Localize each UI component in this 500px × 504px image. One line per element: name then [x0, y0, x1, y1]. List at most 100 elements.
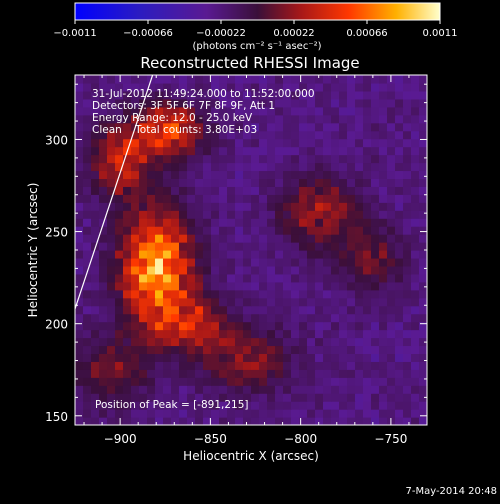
- heatmap-cell: [307, 194, 316, 203]
- heatmap-cell: [211, 170, 220, 179]
- heatmap-cell: [275, 106, 284, 116]
- heatmap-cell: [323, 385, 332, 394]
- heatmap-cell: [355, 265, 364, 275]
- heatmap-cell: [331, 226, 340, 235]
- heatmap-cell: [291, 361, 300, 370]
- heatmap-cell: [203, 234, 212, 243]
- heatmap-cell: [355, 234, 364, 243]
- heatmap-cell: [275, 250, 284, 259]
- heatmap-cell: [387, 202, 396, 211]
- heatmap-cell: [251, 329, 260, 339]
- heatmap-cell: [371, 82, 380, 92]
- heatmap-cell: [123, 289, 132, 299]
- heatmap-cell: [395, 98, 404, 108]
- heatmap-cell: [83, 337, 92, 347]
- heatmap-cell: [211, 154, 220, 164]
- heatmap-cell: [387, 98, 396, 108]
- heatmap-cell: [243, 82, 252, 92]
- heatmap-cell: [251, 170, 260, 179]
- heatmap-cell: [115, 353, 124, 362]
- heatmap-cell: [235, 377, 244, 386]
- heatmap-cell: [395, 218, 404, 227]
- heatmap-cell: [403, 361, 412, 370]
- annotation-block: 31-Jul-2012 11:49:24.000 to 11:52:00.000…: [92, 88, 315, 136]
- heatmap-cell: [307, 281, 316, 291]
- heatmap-cell: [315, 194, 324, 203]
- heatmap-cell: [91, 250, 100, 259]
- heatmap-cell: [131, 138, 140, 148]
- heatmap-cell: [195, 409, 204, 418]
- heatmap-cell: [275, 369, 284, 378]
- heatmap-cell: [291, 265, 300, 275]
- heatmap-cell: [171, 146, 180, 156]
- heatmap-cell: [339, 114, 348, 124]
- heatmap-cell: [395, 242, 404, 251]
- heatmap-cell: [315, 321, 324, 331]
- heatmap-cell: [403, 162, 412, 172]
- heatmap-cell: [163, 297, 172, 307]
- heatmap-cell: [243, 154, 252, 164]
- heatmap-cell: [323, 250, 332, 259]
- heatmap-cell: [91, 369, 100, 378]
- heatmap-cell: [251, 305, 260, 315]
- heatmap-cell: [411, 353, 420, 362]
- heatmap-cell: [299, 82, 308, 92]
- heatmap-cell: [419, 369, 427, 378]
- heatmap-cell: [291, 178, 300, 187]
- heatmap-cell: [83, 146, 92, 156]
- heatmap-cell: [283, 178, 292, 187]
- heatmap-cell: [299, 186, 308, 195]
- heatmap-cell: [387, 369, 396, 378]
- heatmap-cell: [139, 257, 148, 267]
- heatmap-cell: [75, 98, 84, 108]
- heatmap-cell: [211, 417, 220, 425]
- heatmap-cell: [331, 75, 340, 84]
- heatmap-cell: [91, 178, 100, 187]
- x-axis-ticks: [83, 75, 428, 425]
- heatmap-cell: [347, 75, 356, 84]
- heatmap-cell: [275, 361, 284, 370]
- heatmap-cell: [411, 234, 420, 243]
- heatmap-cell: [139, 329, 148, 339]
- heatmap-cell: [91, 106, 100, 116]
- heatmap-cell: [219, 98, 228, 108]
- heatmap-cell: [307, 242, 316, 251]
- heatmap-cell: [395, 281, 404, 291]
- heatmap-cell: [203, 257, 212, 267]
- heatmap-cell: [363, 186, 372, 195]
- heatmap-cell: [123, 226, 132, 235]
- heatmap-cell: [99, 170, 108, 179]
- heatmap-cell: [163, 218, 172, 227]
- heatmap-cell: [323, 393, 332, 402]
- heatmap-cell: [195, 194, 204, 203]
- heatmap-cell: [115, 337, 124, 347]
- heatmap-cell: [251, 146, 260, 156]
- heatmap-cell: [139, 393, 148, 402]
- heatmap-cell: [91, 289, 100, 299]
- heatmap-cell: [147, 305, 156, 315]
- heatmap-cell: [355, 313, 364, 323]
- heatmap-cell: [251, 75, 260, 84]
- heatmap-cell: [115, 409, 124, 418]
- heatmap-cell: [379, 186, 388, 195]
- heatmap-cell: [155, 146, 164, 156]
- heatmap-cell: [387, 234, 396, 243]
- heatmap-cell: [115, 417, 124, 425]
- heatmap-cell: [83, 170, 92, 179]
- heatmap-cell: [107, 218, 116, 227]
- heatmap-cell: [211, 242, 220, 251]
- heatmap-cell: [291, 130, 300, 140]
- heatmap-cell: [275, 202, 284, 211]
- heatmap-cell: [203, 297, 212, 307]
- heatmap-cell: [155, 162, 164, 172]
- heatmap-cell: [419, 138, 427, 148]
- heatmap-cell: [187, 289, 196, 299]
- heatmap-cell: [115, 329, 124, 339]
- heatmap-cell: [275, 329, 284, 339]
- heatmap-cell: [395, 75, 404, 84]
- heatmap-cell: [251, 82, 260, 92]
- heatmap-cell: [195, 250, 204, 259]
- heatmap-cell: [91, 162, 100, 172]
- heatmap-cell: [251, 417, 260, 425]
- heatmap-cell: [307, 218, 316, 227]
